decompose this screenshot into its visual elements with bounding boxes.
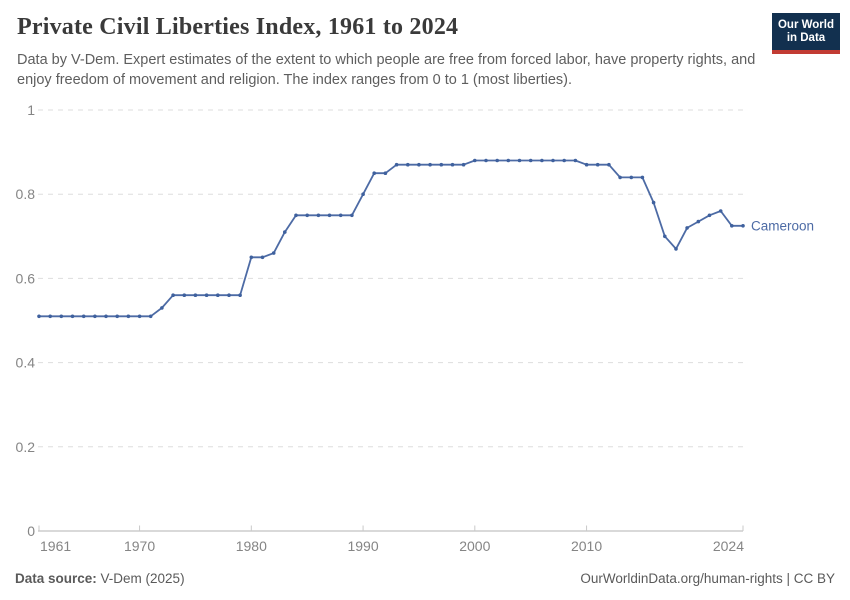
y-tick-label: 0 [27,523,35,539]
data-point[interactable] [227,293,231,298]
data-point[interactable] [327,213,332,218]
data-point[interactable] [506,158,511,163]
data-point[interactable] [461,162,466,167]
owid-logo-line1: Our World [777,18,834,31]
data-point[interactable] [350,213,354,218]
data-point[interactable] [81,314,86,319]
data-point[interactable] [305,213,310,218]
y-tick-label: 0.8 [16,186,36,202]
owid-url-link[interactable]: OurWorldinData.org/human-rights [580,570,783,586]
data-point[interactable] [651,200,656,205]
data-point[interactable] [439,162,444,167]
data-point[interactable] [372,171,377,175]
data-point[interactable] [473,158,477,163]
data-point[interactable] [59,314,64,319]
data-point[interactable] [696,219,701,224]
license-label: CC BY [793,570,835,586]
data-point[interactable] [361,192,365,196]
data-point[interactable] [48,314,52,319]
data-point[interactable] [551,158,555,163]
series-entity-label[interactable]: Cameroon [751,218,814,233]
chart-subtitle: Data by V-Dem. Expert estimates of the e… [17,52,756,88]
data-point[interactable] [394,162,399,167]
x-tick-label: 2010 [571,538,602,554]
data-point[interactable] [216,293,220,298]
data-point[interactable] [450,162,455,167]
data-point[interactable] [137,314,142,319]
x-tick-label: 1970 [124,538,155,554]
data-point[interactable] [718,209,723,213]
data-point[interactable] [663,234,667,239]
owid-logo-line2: in Data [786,31,826,44]
y-tick-label: 0.6 [16,270,36,286]
data-point[interactable] [104,314,108,319]
y-tick-label: 0.4 [16,355,36,371]
data-point[interactable] [115,314,119,319]
data-point[interactable] [562,158,566,163]
data-point[interactable] [70,314,75,319]
data-point[interactable] [741,224,745,228]
data-point[interactable] [271,251,276,255]
x-tick-label: 1990 [347,538,378,554]
data-point[interactable] [260,255,265,260]
data-point[interactable] [193,293,198,298]
data-source: Data source: V-Dem (2025) [15,571,185,586]
data-point[interactable] [249,255,254,260]
data-point[interactable] [182,293,187,298]
x-tick-label: 2000 [459,538,490,554]
y-tick-label: 0.2 [16,439,36,455]
data-point[interactable] [707,213,712,218]
data-point[interactable] [338,213,343,218]
chart-footer: Data source: V-Dem (2025) OurWorldinData… [0,567,850,589]
data-point[interactable] [517,158,522,163]
data-point[interactable] [93,314,97,319]
x-tick-label: 1980 [236,538,267,554]
data-point[interactable] [428,162,432,167]
data-point[interactable] [540,158,544,163]
data-point[interactable] [417,162,421,167]
data-point[interactable] [294,213,298,218]
data-point[interactable] [495,158,500,163]
data-point[interactable] [171,293,175,298]
data-point[interactable] [204,293,209,298]
data-point[interactable] [618,175,622,180]
data-point[interactable] [730,224,734,228]
owid-logo[interactable]: Our World in Data [772,13,840,54]
data-point[interactable] [316,213,321,218]
data-point[interactable] [584,162,589,167]
y-tick-label: 1 [27,102,35,118]
data-point[interactable] [126,314,131,319]
data-point[interactable] [238,293,242,298]
credit-line: OurWorldinData.org/human-rights | CC BY [580,571,835,586]
data-point[interactable] [640,175,645,180]
data-point[interactable] [484,158,488,163]
data-point[interactable] [595,162,600,167]
data-point[interactable] [283,230,287,234]
data-source-label: Data source: [15,570,97,586]
page-title: Private Civil Liberties Index, 1961 to 2… [17,14,459,40]
data-point[interactable] [37,314,41,319]
data-point[interactable] [573,158,578,163]
data-point[interactable] [528,158,533,163]
x-tick-label: 2024 [713,538,744,554]
data-point[interactable] [629,175,634,180]
credit-separator: | [782,570,794,586]
data-point[interactable] [383,171,388,175]
data-line-cameroon[interactable] [38,159,744,318]
data-point[interactable] [674,247,678,251]
data-point[interactable] [406,162,410,167]
data-point[interactable] [160,306,164,310]
data-point[interactable] [685,226,689,230]
data-point[interactable] [148,314,153,319]
data-source-value: V-Dem (2025) [96,570,185,586]
x-tick-label: 1961 [40,538,71,554]
data-point[interactable] [607,162,611,167]
